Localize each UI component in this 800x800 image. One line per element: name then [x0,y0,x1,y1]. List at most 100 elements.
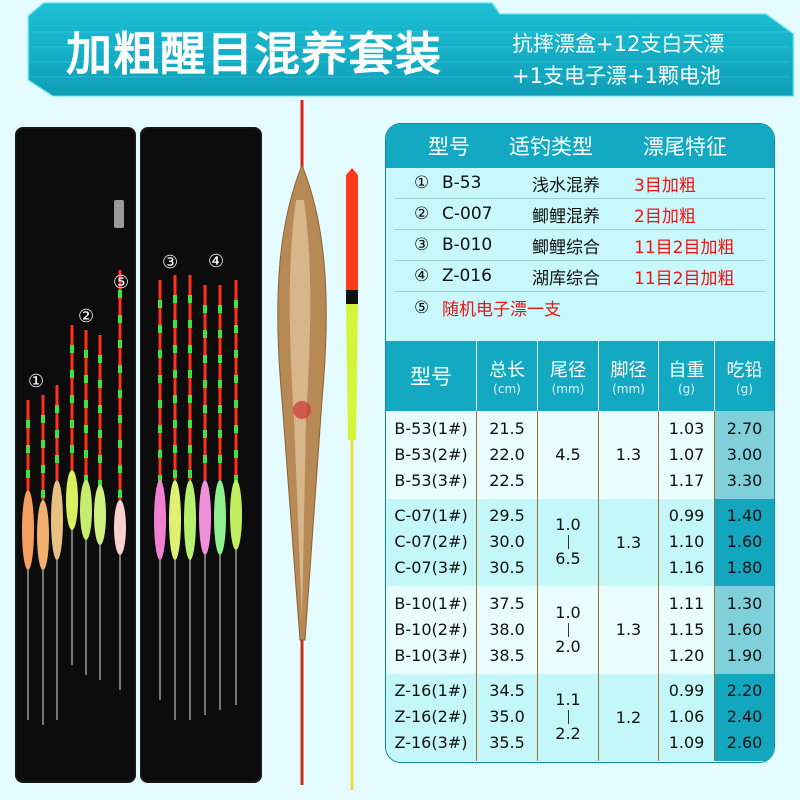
banner-subtitle-line1: 抗摔漂盒+12支白天漂 [512,32,725,56]
float-tip-mark [173,445,177,453]
float-tip-mark [203,455,207,463]
spec-col-foot: 1.3 [598,498,658,586]
spec-header-unit: (cm) [493,382,521,396]
float-tip-mark [188,420,192,428]
summary-feature: 11目2目加粗 [634,237,735,258]
float-tip-mark [98,430,102,438]
float-tip-mark [98,380,102,388]
spec-col-weight: 0.99 1.10 1.16 [658,498,714,586]
float-body [230,480,242,550]
float-tip-mark [55,455,59,463]
spec-col-tail: 1.0 6.5 [537,498,598,586]
spec-header-cell: 总长 (cm) [476,341,537,411]
float-tip-mark [118,390,122,398]
float-number-label: ③ [162,252,179,273]
spec-cell: 0.99 [668,681,705,701]
float-tip-mark [203,355,207,363]
summary-type: 浅水混养 [532,175,600,196]
float-case-left [15,127,136,783]
spec-cell: 22.5 [489,470,525,490]
spec-tail-value: 2.2 [555,724,581,744]
spec-cell: 1.03 [668,418,705,438]
spec-table-body: B-53(1#) B-53(2#) B-53(3#) 21.5 22.0 22.5 4.5 1… [386,411,774,761]
float-body [169,480,181,560]
summary-model: Z-016 [442,266,492,286]
spec-cell: 22.0 [489,444,525,464]
spec-foot-value: 1.3 [615,620,642,640]
spec-col-length: 34.5 35.0 35.5 [476,673,537,761]
float-tip-mark [84,475,88,483]
spec-cell: 1.30 [726,593,763,613]
float-tip-mark [118,340,122,348]
float-tip-mark [218,305,222,313]
float-number-label: ① [28,371,45,392]
summary-item: ② C-007 鲫鲤混养 2目加粗 [394,199,766,230]
spec-cell: 2.40 [726,707,763,727]
spec-cell: B-53(3#) [394,470,468,490]
spec-table-header: 型号 总长 (cm) 尾径 (mm) 脚径 (mm) 自重 (g) 吃铅 (g) [386,341,774,411]
float-tip-mark [158,375,162,383]
spec-tail-value: 1.0 [555,515,581,535]
summary-feature: 11目2目加粗 [634,268,735,289]
spec-header-unit: (g) [678,382,695,396]
summary-model: B-53 [442,173,482,193]
summary-type: 湖库综合 [532,268,600,289]
spec-panel: 型号 适钓类型 漂尾特征 ① B-53 浅水混养 3目加粗 ② C-007 鲫鲤混养 2目加粗… [385,123,775,763]
summary-model: C-007 [442,204,493,224]
spec-tail-value: 1.0 [555,602,581,622]
float-tip-mark [98,405,102,413]
spec-cell: 1.06 [668,707,705,727]
float-body [66,470,78,530]
float-number-label: ⑤ [113,272,130,293]
spec-cell: 30.5 [489,558,525,578]
spec-col-model: C-07(1#) C-07(2#) C-07(3#) [386,499,476,587]
float-body [94,485,106,545]
spec-cell: 0.99 [668,506,705,526]
banner-title: 加粗醒目混养套装 [66,27,442,81]
spec-header-unit: (mm) [551,382,585,396]
float-tip-mark [188,370,192,378]
float-tip-mark [70,420,74,428]
spec-header-cell: 脚径 (mm) [598,341,658,411]
spec-cell: 2.60 [726,733,763,753]
float-tip-mark [98,455,102,463]
spec-group: C-07(1#) C-07(2#) C-07(3#) 29.5 30.0 30.5 1.0 6… [386,498,774,587]
float-tip-mark [188,320,192,328]
float-body [51,480,63,560]
float-number-label: ④ [208,251,225,272]
spec-cell: 1.60 [726,619,763,639]
spec-cell: Z-16(1#) [394,681,468,701]
float-tip-mark [41,490,45,498]
float-tip-mark [158,300,162,308]
spec-cell: 30.0 [489,532,525,552]
float-tip-mark [173,470,177,478]
spec-cell: 1.17 [668,470,705,490]
spec-cell: 3.30 [726,470,763,490]
summary-item: ④ Z-016 湖库综合 11目2目加粗 [394,261,766,292]
spec-cell: 1.60 [726,532,763,552]
spec-cell: B-53(1#) [394,418,468,438]
spec-header-name: 总长 [489,360,525,381]
spec-col-length: 37.5 38.0 38.5 [476,586,537,674]
float-body [80,480,92,540]
float-tip-mark [84,425,88,433]
spec-cell: 1.16 [668,558,705,578]
float-tip-mark [188,345,192,353]
float-tip-mark [84,400,88,408]
summary-model: B-010 [442,235,493,255]
spec-cell: 3.00 [726,444,763,464]
spec-cell: 2.20 [726,681,763,701]
spec-foot-value: 1.3 [615,532,642,552]
float-tip-mark [203,430,207,438]
range-divider [567,710,569,725]
float-tip-mark [218,330,222,338]
float-tip-mark [218,430,222,438]
float-tip-mark [234,425,238,433]
float-tip-mark [55,430,59,438]
spec-header-cell: 自重 (g) [658,341,714,411]
float-body [114,500,126,555]
spec-col-length: 21.5 22.0 22.5 [476,411,537,499]
float-tip-mark [218,455,222,463]
float-tip-mark [158,450,162,458]
